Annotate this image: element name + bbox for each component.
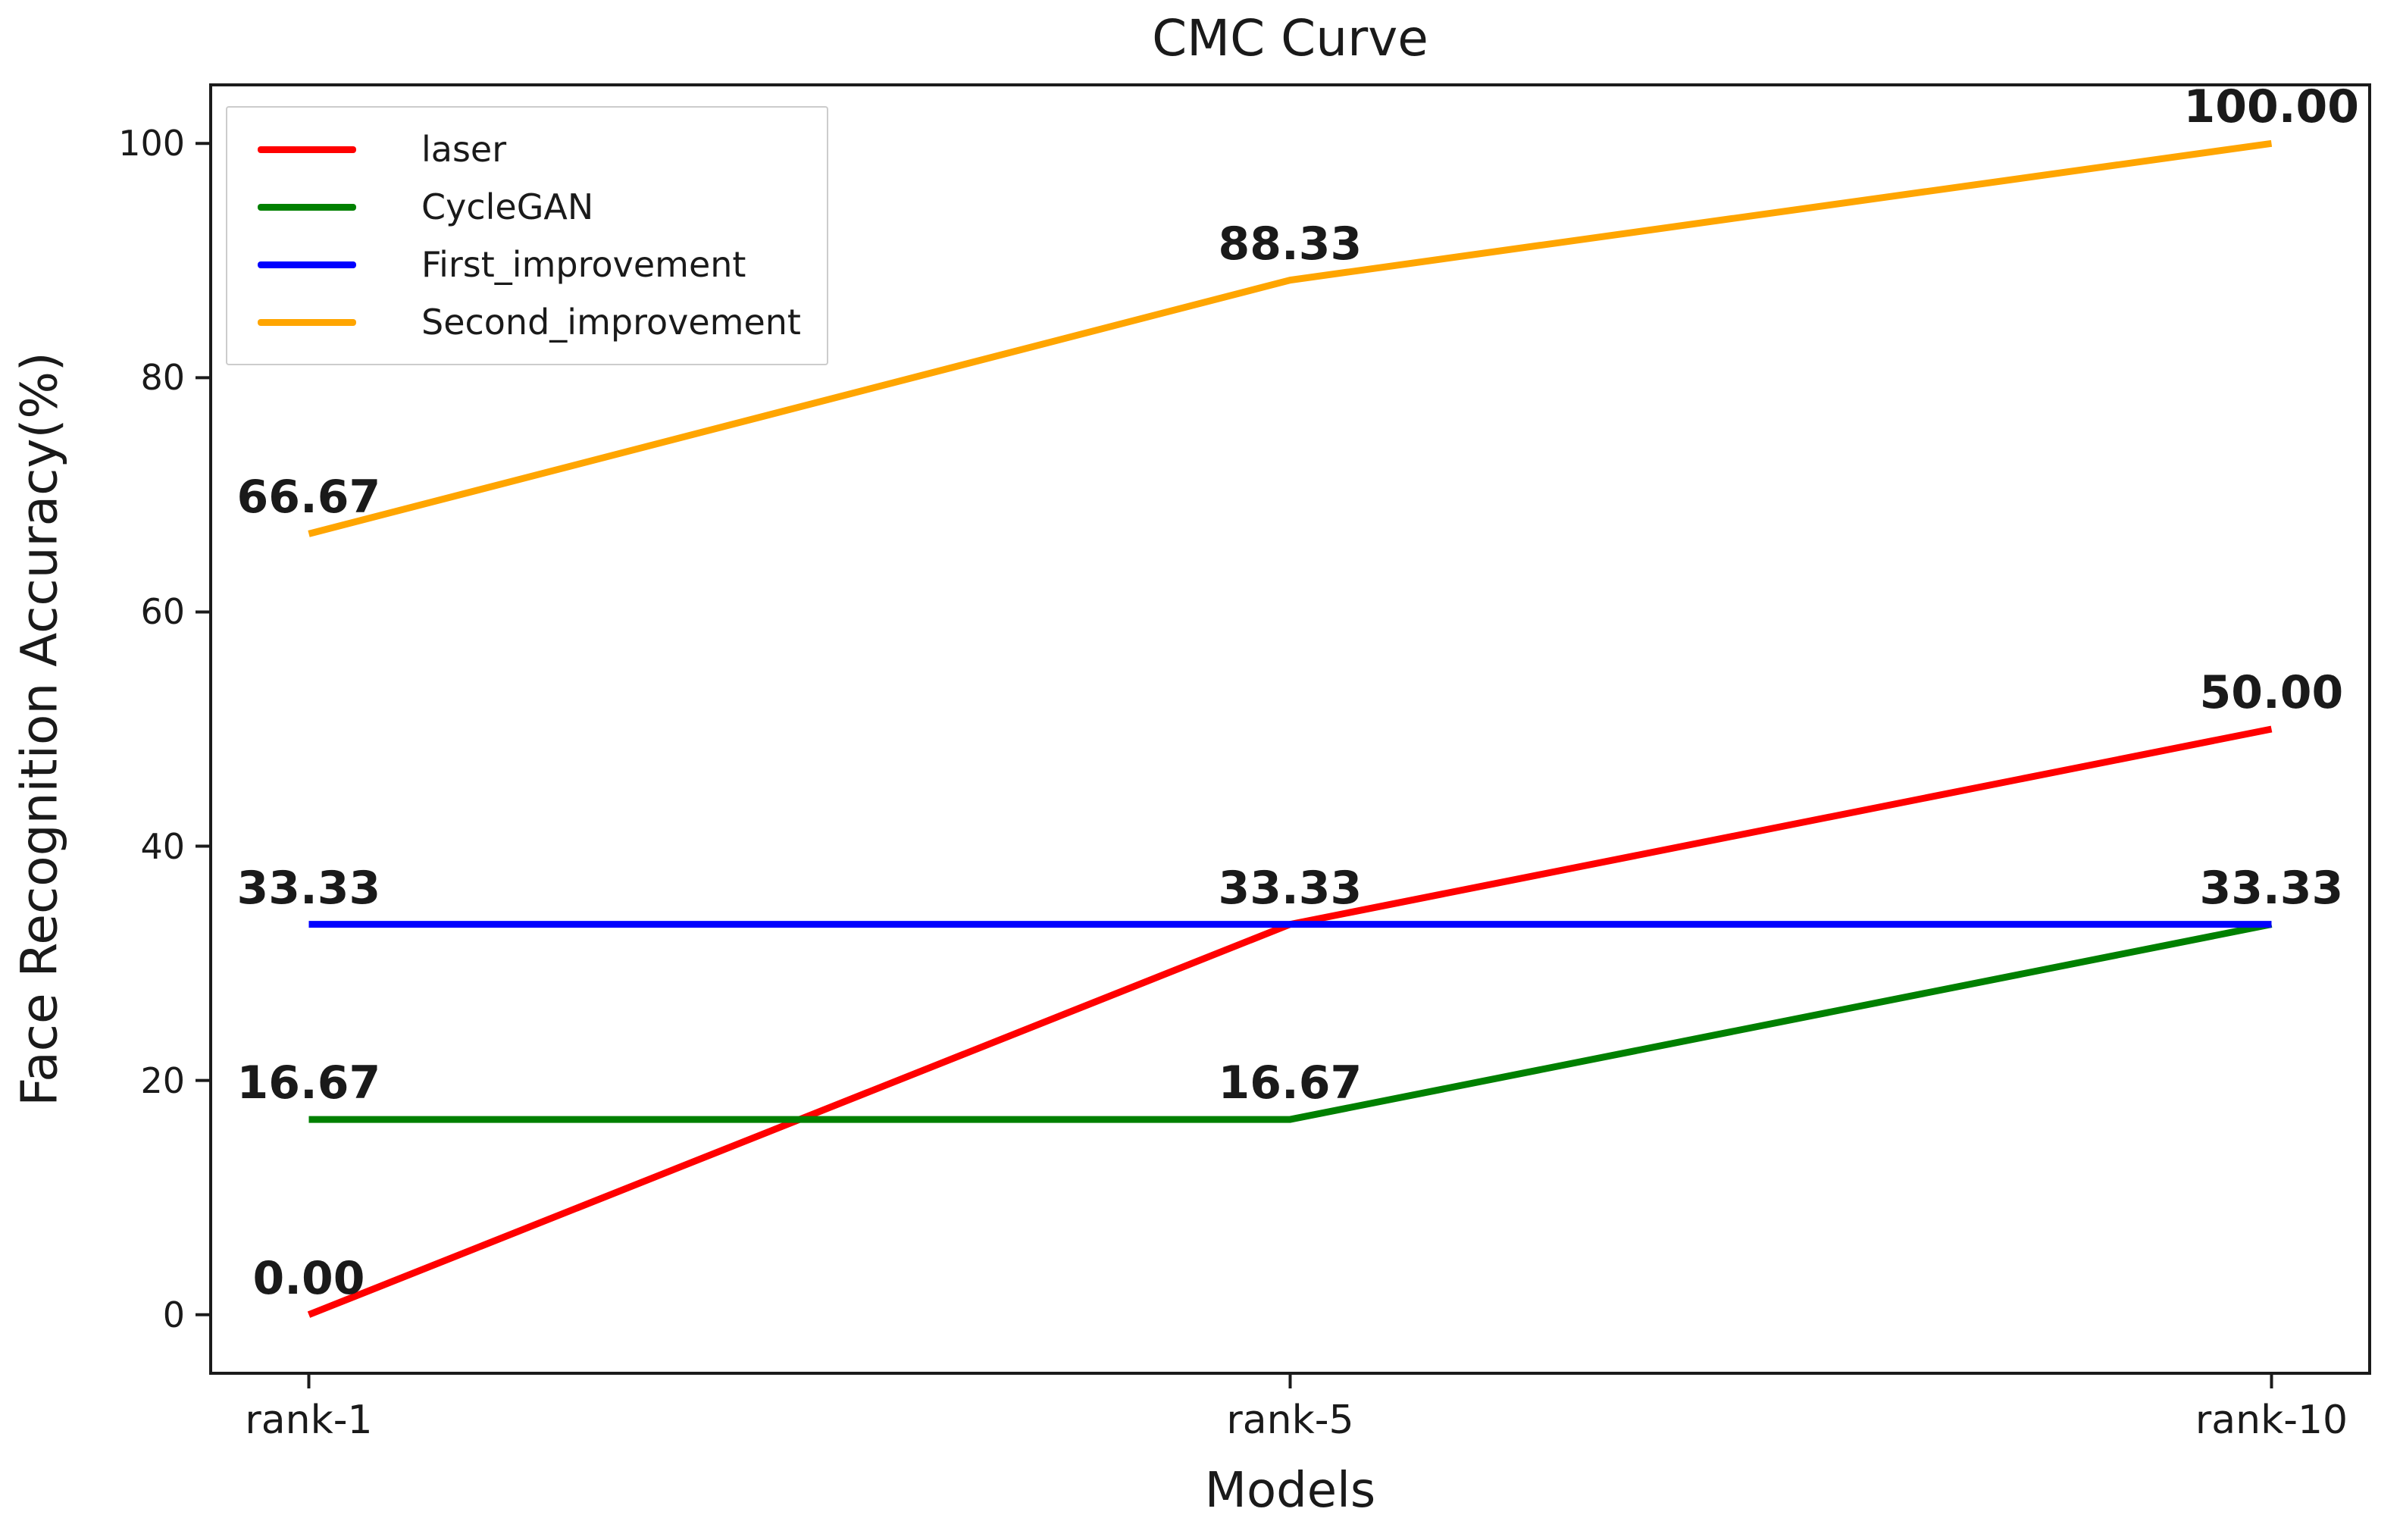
point-annotation: 50.00: [2199, 666, 2344, 719]
legend-label: First_improvement: [421, 244, 746, 285]
point-annotation: 88.33: [1218, 217, 1363, 271]
series-line-laser: [307, 725, 2273, 1318]
y-tick-label: 60: [140, 591, 185, 633]
y-tick-label: 100: [118, 123, 185, 164]
point-annotation: 0.00: [252, 1251, 365, 1305]
legend-label: Second_improvement: [421, 302, 801, 343]
x-axis-label: Models: [1204, 1463, 1376, 1519]
point-annotation: 33.33: [236, 861, 381, 915]
legend-swatch: [258, 146, 356, 153]
legend-item-First_improvement: First_improvement: [258, 243, 801, 286]
legend-label: CycleGAN: [421, 186, 594, 227]
series-line-Second_improvement: [308, 139, 2273, 537]
point-annotation: 100.00: [2183, 80, 2360, 134]
legend-swatch: [258, 261, 356, 268]
x-tick-label-rank-10: rank-10: [2195, 1398, 2348, 1443]
x-tick-label-rank-1: rank-1: [245, 1398, 373, 1443]
legend-item-CycleGAN: CycleGAN: [258, 185, 801, 229]
legend-label: laser: [421, 129, 507, 170]
x-tick-label-rank-5: rank-5: [1226, 1398, 1354, 1443]
y-tick-label: 40: [140, 825, 185, 867]
legend: laser CycleGAN First_improvement Second_imp…: [226, 106, 828, 365]
point-annotation: 16.67: [236, 1056, 381, 1110]
point-annotation: 66.67: [236, 471, 381, 524]
legend-swatch: [258, 318, 356, 326]
y-axis-label: Face Recognition Accuracy(%): [10, 352, 69, 1106]
legend-item-laser: laser: [258, 127, 801, 171]
legend-item-Second_improvement: Second_improvement: [258, 300, 801, 344]
series-line-CycleGAN: [308, 921, 2273, 1123]
point-annotation: 33.33: [2199, 861, 2344, 915]
chart-title: CMC Curve: [1152, 9, 1428, 67]
y-tick-label: 20: [140, 1060, 185, 1101]
y-tick-label: 80: [140, 357, 185, 399]
point-annotation: 33.33: [1218, 861, 1363, 915]
point-annotation: 16.67: [1218, 1056, 1363, 1110]
y-tick-label: 0: [162, 1294, 185, 1335]
legend-swatch: [258, 203, 356, 211]
